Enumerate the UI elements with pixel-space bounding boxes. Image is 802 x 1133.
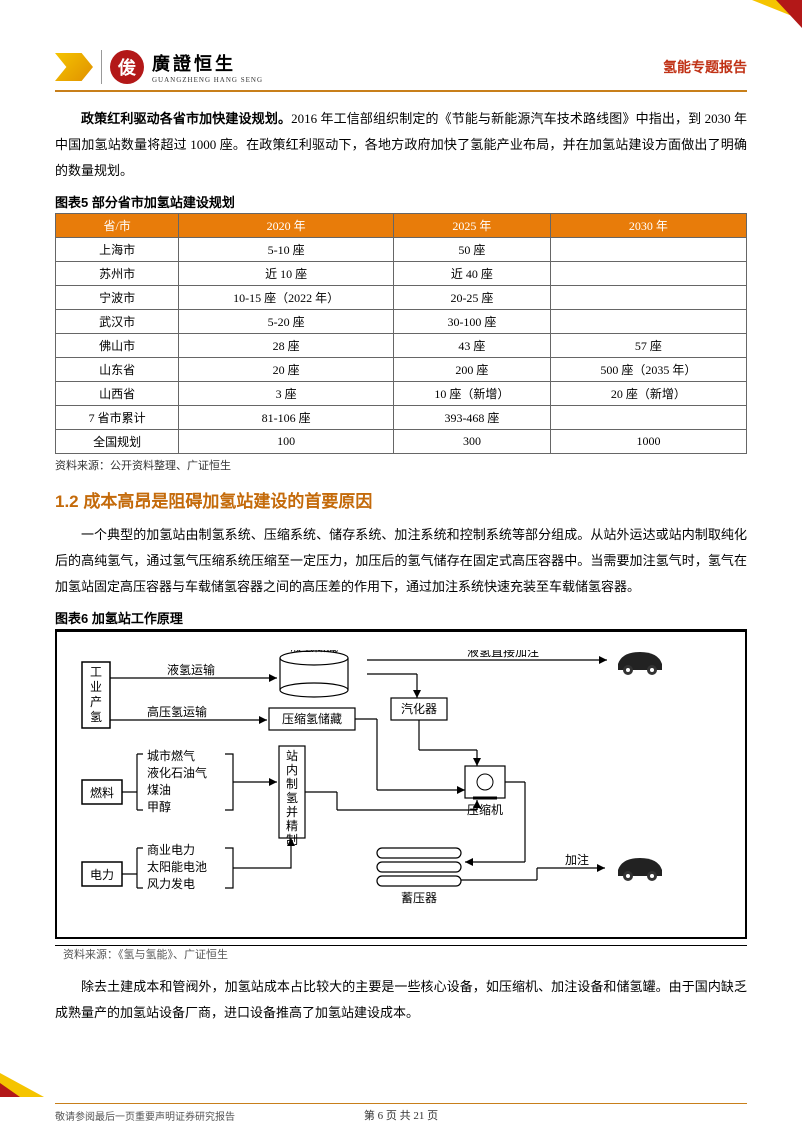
header-title: 氢能专题报告: [663, 57, 747, 77]
table5-cell: 43 座: [394, 334, 551, 358]
table5-cell: 山西省: [56, 382, 179, 406]
table5-cell: 28 座: [179, 334, 394, 358]
table5-cell: 近 40 座: [394, 262, 551, 286]
table5-cell: 3 座: [179, 382, 394, 406]
table5-cell: 50 座: [394, 238, 551, 262]
table6-source: 资料来源：《氢与氢能》、广证恒生: [55, 945, 747, 962]
svg-text:汽化器: 汽化器: [401, 701, 437, 716]
table5-cell: [550, 406, 746, 430]
table5-cell: 57 座: [550, 334, 746, 358]
table5-header-cell: 2030 年: [550, 214, 746, 238]
table5-cell: 苏州市: [56, 262, 179, 286]
svg-text:甲醇: 甲醇: [147, 799, 171, 814]
table5-cell: 30-100 座: [394, 310, 551, 334]
logo-group: 㑓 廣證恒生 GUANGZHENG HANG SENG: [55, 50, 263, 84]
logo-ye-icon: [55, 53, 93, 81]
table5-cell: [550, 262, 746, 286]
table5-cell: 100: [179, 430, 394, 454]
table5-cell: 佛山市: [56, 334, 179, 358]
table5-cell: [550, 310, 746, 334]
table5-title: 图表5 部分省市加氢站建设规划: [55, 192, 747, 211]
svg-text:高压氢运输: 高压氢运输: [147, 704, 207, 719]
svg-text:加注: 加注: [565, 852, 589, 867]
paragraph-2: 一个典型的加氢站由制氢系统、压缩系统、储存系统、加注系统和控制系统等部分组成。从…: [55, 522, 747, 600]
table5-header-cell: 省/市: [56, 214, 179, 238]
table5-cell: 20 座（新增）: [550, 382, 746, 406]
table5-cell: [550, 286, 746, 310]
table5-cell: 20-25 座: [394, 286, 551, 310]
svg-text:压缩氢储藏: 压缩氢储藏: [282, 711, 342, 726]
table5-cell: 393-468 座: [394, 406, 551, 430]
svg-text:燃料: 燃料: [90, 785, 114, 800]
table5-header-cell: 2025 年: [394, 214, 551, 238]
svg-text:煤油: 煤油: [147, 783, 171, 797]
svg-text:太阳能电池: 太阳能电池: [147, 859, 207, 874]
table5-source: 资料来源：公开资料整理、广证恒生: [55, 457, 747, 473]
table5-header-cell: 2020 年: [179, 214, 394, 238]
table5-cell: 上海市: [56, 238, 179, 262]
logo-cn-text: 廣證恒生: [152, 50, 263, 76]
table5-cell: 300: [394, 430, 551, 454]
logo-circle-icon: 㑓: [110, 50, 144, 84]
svg-text:液氢储藏: 液氢储藏: [290, 650, 338, 654]
table-row: 苏州市近 10 座近 40 座: [56, 262, 747, 286]
table5-cell: 武汉市: [56, 310, 179, 334]
table-row: 山西省3 座10 座（新增）20 座（新增）: [56, 382, 747, 406]
table5-cell: 1000: [550, 430, 746, 454]
logo-separator: [101, 50, 102, 84]
table6-title: 图表6 加氢站工作原理: [55, 608, 747, 627]
svg-text:商业电力: 商业电力: [147, 842, 195, 857]
table-row: 上海市5-10 座50 座: [56, 238, 747, 262]
para1-bold: 政策红利驱动各省市加快建设规划。: [81, 111, 291, 126]
svg-text:站内制氢并精制: 站内制氢并精制: [286, 749, 298, 847]
svg-text:压缩机: 压缩机: [467, 802, 503, 817]
svg-text:电力: 电力: [90, 868, 114, 882]
table5-cell: [550, 238, 746, 262]
diagram-container: 工业产氢 燃料 电力 液氢运输 高压氢运输 液氢储藏 压缩氢储藏 城市燃气 液化: [55, 629, 747, 939]
svg-text:液化石油气: 液化石油气: [147, 765, 207, 780]
table5-cell: 500 座（2035 年）: [550, 358, 746, 382]
table5-cell: 全国规划: [56, 430, 179, 454]
svg-text:液氢直接加注: 液氢直接加注: [467, 650, 539, 659]
table-row: 山东省20 座200 座500 座（2035 年）: [56, 358, 747, 382]
table5-cell: 10 座（新增）: [394, 382, 551, 406]
logo-en-text: GUANGZHENG HANG SENG: [152, 76, 263, 84]
svg-text:工业产氢: 工业产氢: [90, 665, 102, 724]
paragraph-3: 除去土建成本和管阀外，加氢站成本占比较大的主要是一些核心设备，如压缩机、加注设备…: [55, 974, 747, 1026]
table5-cell: 7 省市累计: [56, 406, 179, 430]
svg-text:液氢运输: 液氢运输: [167, 662, 215, 677]
table5-cell: 宁波市: [56, 286, 179, 310]
table5-cell: 近 10 座: [179, 262, 394, 286]
table5-cell: 山东省: [56, 358, 179, 382]
table5-cell: 81-106 座: [179, 406, 394, 430]
section-heading-1-2: 1.2 成本高昂是阻碍加氢站建设的首要原因: [55, 487, 747, 512]
table-row: 武汉市5-20 座30-100 座: [56, 310, 747, 334]
svg-text:蓄压器: 蓄压器: [401, 891, 437, 905]
page-number: 第 6 页 共 21 页: [0, 1107, 802, 1123]
table-row: 7 省市累计81-106 座393-468 座: [56, 406, 747, 430]
table5-cell: 10-15 座（2022 年）: [179, 286, 394, 310]
corner-decoration-bl-2: [0, 1083, 20, 1097]
table-row: 宁波市10-15 座（2022 年）20-25 座: [56, 286, 747, 310]
table5-cell: 5-10 座: [179, 238, 394, 262]
table5-cell: 5-20 座: [179, 310, 394, 334]
hydrogen-station-diagram: 工业产氢 燃料 电力 液氢运输 高压氢运输 液氢储藏 压缩氢储藏 城市燃气 液化: [77, 650, 717, 928]
svg-text:城市燃气: 城市燃气: [147, 748, 195, 763]
paragraph-1: 政策红利驱动各省市加快建设规划。2016 年工信部组织制定的《节能与新能源汽车技…: [55, 106, 747, 184]
page-header: 㑓 廣證恒生 GUANGZHENG HANG SENG 氢能专题报告: [55, 50, 747, 92]
table-row: 全国规划1003001000: [56, 430, 747, 454]
table5-cell: 200 座: [394, 358, 551, 382]
table5-cell: 20 座: [179, 358, 394, 382]
table-row: 佛山市28 座43 座57 座: [56, 334, 747, 358]
svg-text:风力发电: 风力发电: [147, 876, 195, 891]
table5: 省/市2020 年2025 年2030 年 上海市5-10 座50 座苏州市近 …: [55, 213, 747, 454]
